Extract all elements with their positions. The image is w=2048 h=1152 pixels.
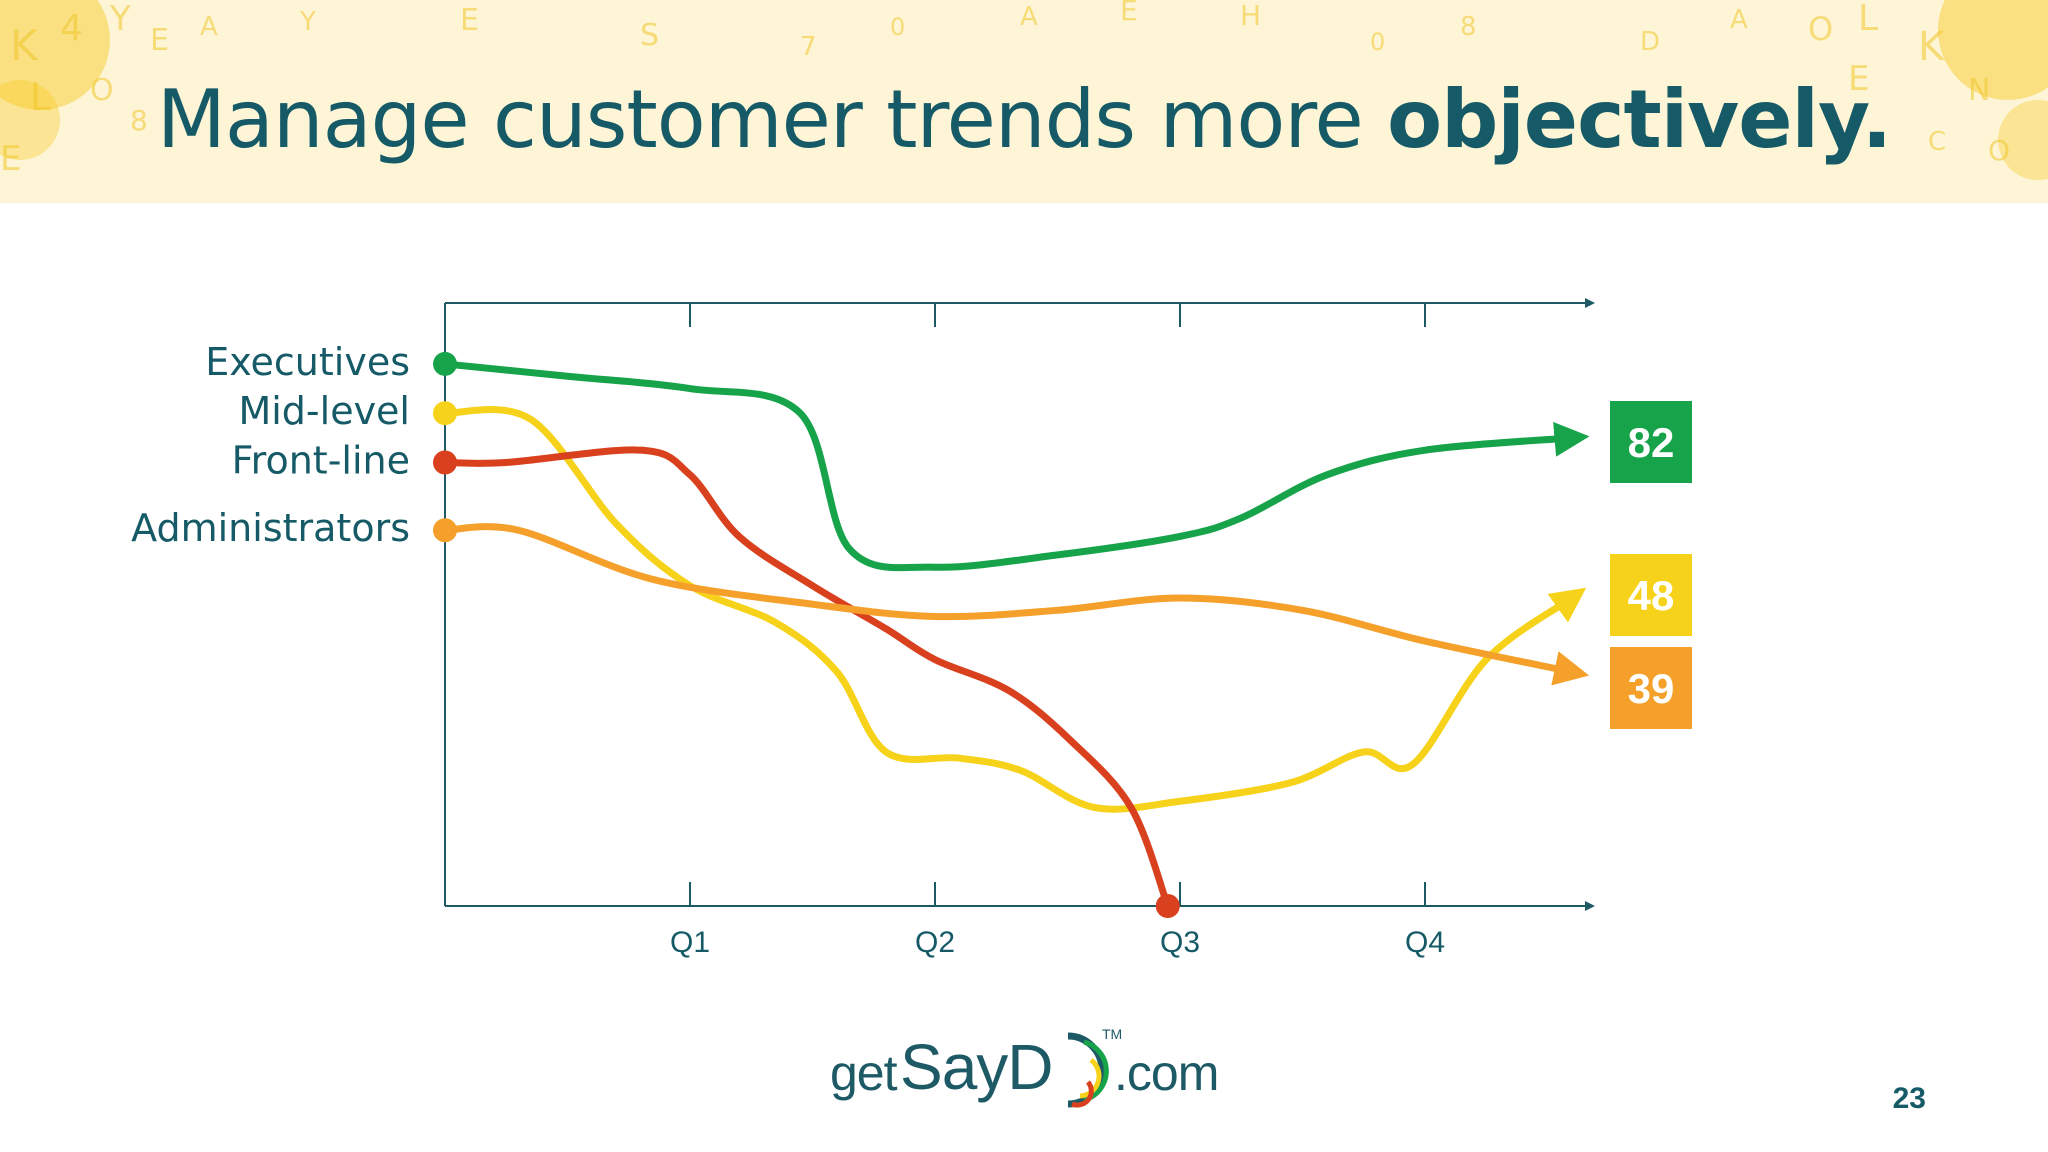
svg-text:C: C (1928, 127, 1946, 157)
svg-text:E: E (1120, 0, 1138, 27)
svg-text:E: E (0, 139, 21, 179)
end-value-label-administrators: 39 (1628, 665, 1675, 712)
svg-text:8: 8 (1460, 12, 1477, 42)
logo-com: .com (1114, 1045, 1219, 1101)
series-label-administrators: Administrators (131, 506, 410, 550)
svg-text:0: 0 (1370, 28, 1385, 56)
slide-title: Manage customer trends more objectively. (0, 70, 2048, 170)
series-label-front-line: Front-line (232, 438, 410, 482)
title-bold: objectively. (1387, 73, 1892, 166)
svg-text:E: E (460, 3, 479, 38)
title-regular: Manage customer trends more (156, 73, 1388, 166)
end-value-box-executives (1610, 401, 1692, 483)
end-value-label-mid-level: 48 (1628, 572, 1675, 619)
decorative-letters-right: O L K E N O C (1808, 0, 2048, 180)
logo-trademark: TM (1102, 1026, 1123, 1042)
logo-get: get (830, 1045, 898, 1101)
trend-chart: Q1 Q2 Q3 Q4 Executives Mid-level Front-line Adm… (131, 298, 1692, 959)
svg-text:H: H (1240, 0, 1261, 32)
x-tick-label: Q2 (915, 926, 955, 959)
svg-text:S: S (640, 18, 659, 53)
x-tick-label: Q3 (1160, 926, 1200, 959)
svg-text:E: E (150, 23, 169, 58)
svg-text:N: N (1968, 73, 1990, 108)
decorative-letters-top: Y E S 7 0 A E H 0 8 D A (299, 0, 1748, 62)
svg-text:E: E (1848, 59, 1869, 99)
svg-text:D: D (1640, 27, 1660, 57)
series-line-front-line (441, 446, 1172, 910)
svg-text:O: O (1988, 134, 2010, 167)
decorative-letters-left: K 4 Y E L O E 8 A (0, 0, 218, 179)
series-line-administrators (441, 523, 1590, 686)
svg-text:K: K (1918, 24, 1946, 70)
end-value-label-executives: 82 (1628, 419, 1675, 466)
series-start-dot-mid-level (433, 401, 457, 426)
series-line-mid-level (441, 406, 1587, 813)
logo-arc (1067, 1032, 1109, 1108)
svg-text:A: A (1020, 2, 1038, 32)
series-start-dot-administrators (433, 518, 457, 543)
series-start-dot-executives (433, 351, 457, 376)
svg-text:8: 8 (130, 104, 148, 137)
svg-text:K: K (10, 21, 39, 70)
svg-text:L: L (30, 75, 51, 119)
end-value-box-mid-level (1610, 554, 1692, 636)
getsaydo-logo: get SayD TM .com (830, 1018, 1230, 1108)
end-value-box-administrators (1610, 647, 1692, 729)
svg-text:L: L (1858, 0, 1878, 39)
x-tick-label: Q4 (1405, 926, 1445, 959)
header-banner: K 4 Y E L O E 8 A Y E S 7 0 A E H 0 8 D … (0, 0, 2048, 203)
svg-text:0: 0 (890, 13, 905, 41)
svg-text:O: O (1808, 10, 1833, 48)
series-line-executives (441, 360, 1590, 572)
svg-text:7: 7 (800, 32, 817, 62)
svg-text:4: 4 (60, 8, 83, 49)
page-number: 23 (1892, 1082, 1926, 1115)
svg-text:Y: Y (109, 0, 131, 39)
x-tick-label: Q1 (670, 926, 710, 959)
svg-text:O: O (90, 73, 114, 108)
series-label-mid-level: Mid-level (238, 389, 410, 433)
svg-text:A: A (1730, 5, 1748, 35)
logo-saydo: SayD (900, 1031, 1053, 1103)
series-label-executives: Executives (205, 340, 410, 384)
series-end-dot-front-line (1155, 894, 1180, 918)
series-start-dot-front-line (433, 450, 457, 475)
svg-text:Y: Y (299, 7, 316, 37)
svg-text:A: A (200, 12, 218, 42)
